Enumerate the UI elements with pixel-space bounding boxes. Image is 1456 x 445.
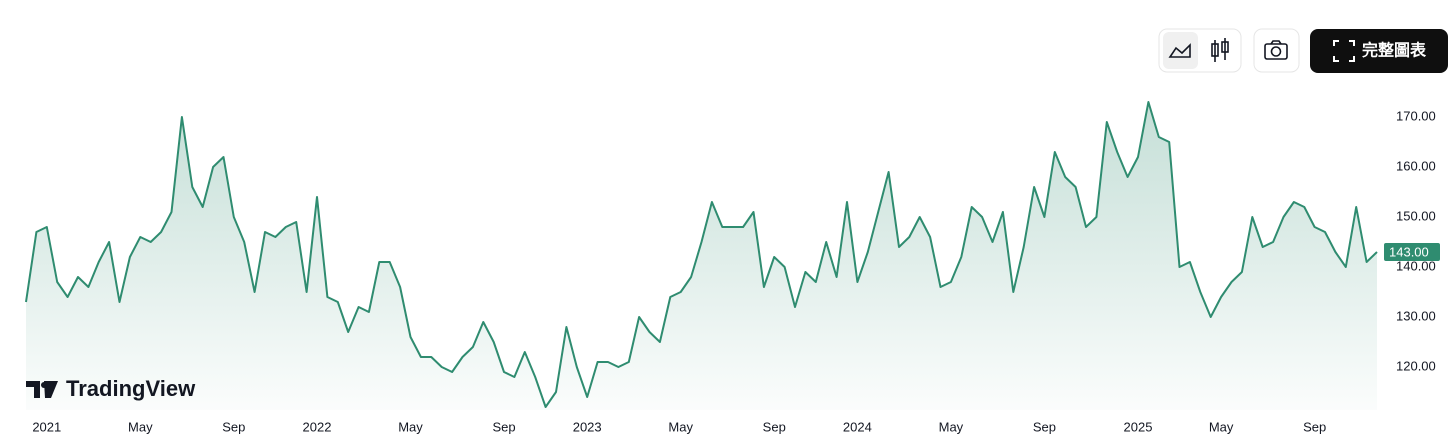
logo-text: TradingView <box>66 376 196 401</box>
full-chart-label: 完整圖表 <box>1362 41 1427 60</box>
y-tick-label: 120.00 <box>1396 358 1436 373</box>
snapshot-button[interactable] <box>1253 28 1300 73</box>
toolbar: 完整圖表 <box>1158 28 1448 73</box>
y-tick-label: 130.00 <box>1396 308 1436 323</box>
plot-area: 120.00 130.00 140.00 150.00 160.00 170.00 2021… <box>25 101 1440 434</box>
x-tick-label: Sep <box>492 419 515 434</box>
y-tick-label: 170.00 <box>1396 108 1436 123</box>
x-tick-label: Sep <box>1033 419 1056 434</box>
x-tick-label: 2024 <box>843 419 872 434</box>
y-tick-label: 160.00 <box>1396 158 1436 173</box>
x-tick-label: May <box>939 419 964 434</box>
x-tick-label: 2025 <box>1124 419 1153 434</box>
x-tick-label: Sep <box>1303 419 1326 434</box>
watermark: TradingView <box>26 376 196 401</box>
fullscreen-icon <box>1333 40 1355 62</box>
area <box>26 102 1377 410</box>
x-tick-label: 2021 <box>32 419 61 434</box>
x-tick-label: May <box>668 419 693 434</box>
full-chart-button[interactable] <box>1310 29 1448 73</box>
logo-dot <box>41 382 47 388</box>
line-icon <box>1168 43 1191 58</box>
logo-mark <box>26 381 58 398</box>
x-tick-label: Sep <box>222 419 245 434</box>
last-price-label: 143.00 <box>1389 244 1429 259</box>
y-tick-label: 140.00 <box>1396 258 1436 273</box>
x-tick-label: 2022 <box>303 419 332 434</box>
candle-button[interactable] <box>1211 38 1229 62</box>
y-tick-label: 150.00 <box>1396 208 1436 223</box>
line-style-button[interactable] <box>1163 32 1198 69</box>
camera-icon <box>1264 40 1288 60</box>
last-price-tag <box>1384 243 1440 261</box>
x-tick-label: May <box>1209 419 1234 434</box>
price-line <box>25 101 1378 408</box>
x-tick-label: Sep <box>763 419 786 434</box>
x-tick-label: May <box>398 419 423 434</box>
x-tick-label: 2023 <box>573 419 602 434</box>
x-tick-label: May <box>128 419 153 434</box>
